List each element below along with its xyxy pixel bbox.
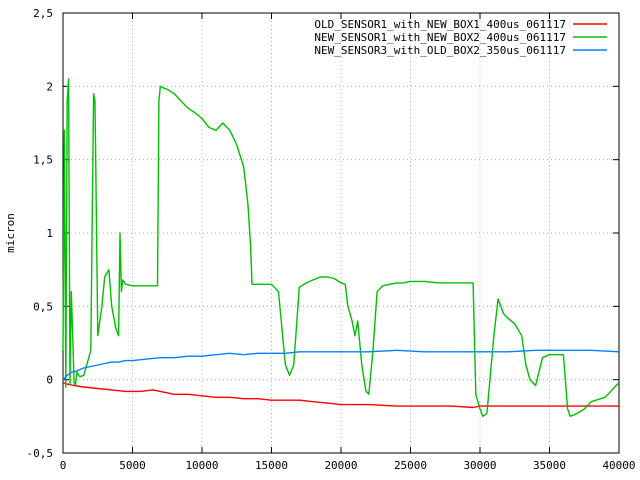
y-tick-label: -0,5 [27,447,54,460]
axis-ticks: 0 5000 10000 15000 20000 25000 30000 35000 40000… [27,7,636,472]
x-tick-label: 10000 [185,459,218,472]
y-axis-label: micron [4,213,17,253]
legend: OLD_SENSOR1_with_NEW_BOX1_400us_061117NE… [314,18,607,57]
series-layer [62,78,620,417]
x-tick-label: 40000 [602,459,635,472]
y-tick-label: 2 [46,80,53,93]
series-line-2 [62,78,620,417]
y-tick-label: 1 [46,227,53,240]
x-tick-label: 25000 [394,459,427,472]
y-tick-label: 2,5 [33,7,53,20]
x-tick-label: 20000 [324,459,357,472]
x-tick-label: 5000 [119,459,146,472]
x-tick-label: 15000 [255,459,288,472]
legend-label-3: NEW_SENSOR3_with_OLD_BOX2_350us_061117 [314,44,566,57]
y-tick-label: 0,5 [33,300,53,313]
x-tick-label: 35000 [533,459,566,472]
legend-label-2: NEW_SENSOR1_with_NEW_BOX2_400us_061117 [314,31,566,44]
y-tick-label: 0 [46,374,53,387]
legend-label-1: OLD_SENSOR1_with_NEW_BOX1_400us_061117 [314,18,566,31]
series-line-3 [62,349,620,381]
x-tick-label: 0 [60,459,67,472]
x-tick-label: 30000 [463,459,496,472]
y-tick-label: 1,5 [33,154,53,167]
grid-lines [63,13,619,453]
series-line-1 [62,381,619,409]
